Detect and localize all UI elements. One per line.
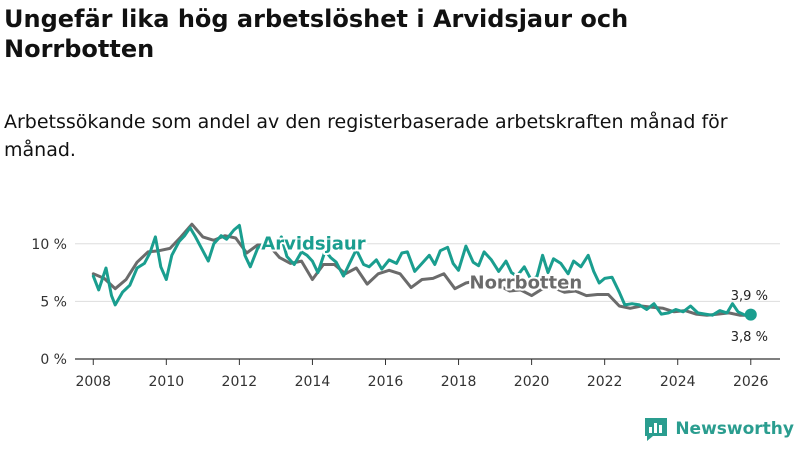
end-value-label-norrbotten: 3,8 % xyxy=(731,330,768,345)
newsworthy-brand: Newsworthy xyxy=(643,416,794,442)
y-tick-label: 10 % xyxy=(31,237,67,253)
y-tick-label: 5 % xyxy=(40,294,67,310)
x-tick-label: 2008 xyxy=(75,374,111,390)
series-labels: Arvidsjaur 3,9 % Norrbotten 3,8 % xyxy=(259,232,768,346)
chart-subtitle: Arbetssökande som andel av den registerb… xyxy=(4,111,728,161)
x-tick-label: 2018 xyxy=(441,374,477,390)
x-tick-label: 2012 xyxy=(222,374,258,390)
x-tick-label: 2020 xyxy=(514,374,550,390)
x-axis: 2008 2010 2012 2014 2016 2018 2020 2022 2024 2026 xyxy=(75,359,769,390)
end-point-arvidsjaur xyxy=(744,308,757,321)
x-tick-label: 2016 xyxy=(368,374,404,390)
gridlines: 0 % 5 % 10 % xyxy=(31,237,780,368)
x-tick-label: 2014 xyxy=(295,374,331,390)
x-tick-label: 2026 xyxy=(733,374,769,390)
series-label-arvidsjaur: Arvidsjaur xyxy=(261,234,365,255)
x-tick-label: 2010 xyxy=(149,374,185,390)
x-tick-label: 2022 xyxy=(587,374,623,390)
series-label-norrbotten: Norrbotten xyxy=(470,273,583,294)
series-lines xyxy=(91,222,753,317)
series-line-arvidsjaur xyxy=(91,223,753,317)
brand-name: Newsworthy xyxy=(675,419,794,439)
newsworthy-logo-icon xyxy=(645,418,668,441)
x-tick-label: 2024 xyxy=(660,374,696,390)
end-value-label-arvidsjaur: 3,9 % xyxy=(731,289,768,304)
chart-title: Ungefär lika hög arbetslöshet i Arvidsja… xyxy=(4,5,629,63)
y-tick-label: 0 % xyxy=(40,352,67,368)
